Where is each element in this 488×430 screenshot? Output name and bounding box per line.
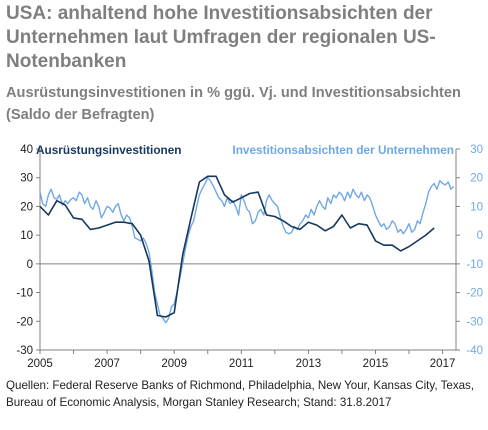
right-tick-label: 0	[477, 230, 483, 242]
x-axis-ticks: 2005 2007 2009 2011 2013 2015 2017	[27, 350, 455, 370]
right-tick-label: 10	[470, 201, 483, 213]
right-axis-ticks: 30 20 10 0 -10 -20 -30 -40	[456, 144, 483, 357]
chart-title: USA: anhaltend hohe Investitionsabsichte…	[6, 3, 436, 72]
left-tick-label: 10	[20, 230, 33, 242]
source-note: Quellen: Federal Reserve Banks of Richmo…	[6, 379, 475, 409]
right-tick-label: -40	[466, 345, 483, 357]
left-tick-label: 0	[27, 259, 33, 271]
left-tick-label: -30	[16, 345, 33, 357]
left-tick-label: 30	[20, 173, 33, 185]
left-tick-label: -10	[16, 288, 33, 300]
chart-subtitle: Ausrüstungsinvestitionen in % ggü. Vj. u…	[6, 85, 461, 123]
x-tick-label: 2013	[296, 358, 322, 370]
left-tick-label: -20	[16, 316, 33, 328]
x-tick-label: 2017	[430, 358, 456, 370]
left-axis-ticks: 40 30 20 10 0 -10 -20 -30	[16, 144, 40, 357]
x-tick-label: 2011	[229, 358, 254, 370]
legend-investitionsabsichten: Investitionsabsichten der Unternehmen	[232, 143, 454, 157]
left-tick-label: 40	[20, 144, 33, 156]
x-tick-label: 2015	[363, 358, 389, 370]
legend-ausruestungsinvestitionen: Ausrüstungsinvestitionen	[36, 143, 182, 157]
series-lines	[39, 175, 455, 324]
right-tick-label: -30	[466, 316, 483, 328]
right-tick-label: -10	[466, 259, 483, 271]
series-line-ausruestungsinvestitionen	[39, 175, 435, 318]
series-line-investitionsabsichten	[39, 177, 455, 324]
line-chart: 40 30 20 10 0 -10 -20 -30 30 20 10 0 -10 -20 -30 -40 2…	[16, 143, 483, 370]
x-tick-label: 2007	[94, 358, 120, 370]
x-tick-label: 2005	[27, 358, 53, 370]
right-tick-label: 30	[470, 144, 483, 156]
right-tick-label: 20	[470, 173, 483, 185]
right-tick-label: -20	[466, 288, 483, 300]
x-tick-label: 2009	[161, 358, 187, 370]
left-tick-label: 20	[20, 201, 33, 213]
